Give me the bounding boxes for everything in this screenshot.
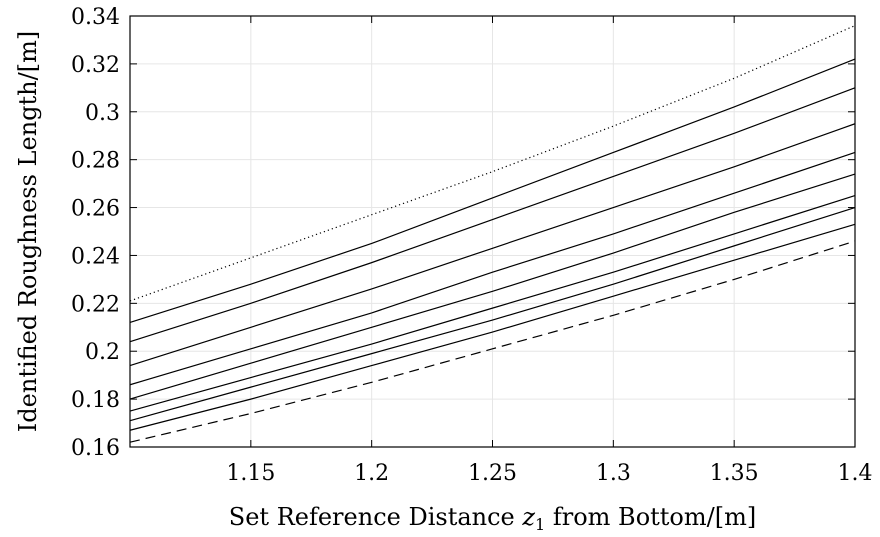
x-tick-label: 1.4: [838, 461, 873, 486]
series-line-4: [129, 123, 856, 367]
y-tick-label: 0.28: [71, 149, 120, 174]
y-tick-label: 0.18: [71, 388, 120, 413]
x-tick-label: 1.2: [354, 461, 389, 486]
y-axis-ticks: 0.16 0.18 0.2 0.22 0.24 0.26 0.28 0.3 0.32 0.34: [71, 5, 855, 461]
y-tick-label: 0.26: [71, 197, 120, 222]
y-tick-label: 0.32: [71, 53, 120, 78]
series-line-10: [129, 240, 856, 443]
x-tick-label: 1.35: [710, 461, 759, 486]
y-tick-label: 0.3: [85, 101, 120, 126]
x-tick-label: 1.25: [468, 461, 517, 486]
series-line-2: [129, 58, 856, 324]
y-tick-label: 0.24: [71, 244, 120, 269]
y-tick-label: 0.22: [71, 292, 120, 317]
y-tick-label: 0.2: [85, 340, 120, 365]
series-line-6: [129, 173, 856, 400]
x-tick-label: 1.3: [596, 461, 631, 486]
series-lines: [129, 25, 856, 443]
y-tick-label: 0.16: [71, 436, 120, 461]
x-tick-label: 1.15: [226, 461, 275, 486]
y-tick-label: 0.34: [71, 5, 120, 30]
series-line-3: [129, 87, 856, 343]
series-line-5: [129, 151, 856, 386]
x-axis-label: Set Reference Distance z1 from Bottom/[m…: [229, 503, 756, 534]
y-axis-label: Identified Roughness Length/[m]: [14, 31, 42, 432]
series-line-8: [129, 206, 856, 422]
series-line-9: [129, 223, 856, 431]
grid: [130, 15, 856, 448]
series-line-7: [129, 195, 856, 412]
x-axis-ticks: 1.15 1.2 1.25 1.3 1.35 1.4: [226, 16, 873, 486]
